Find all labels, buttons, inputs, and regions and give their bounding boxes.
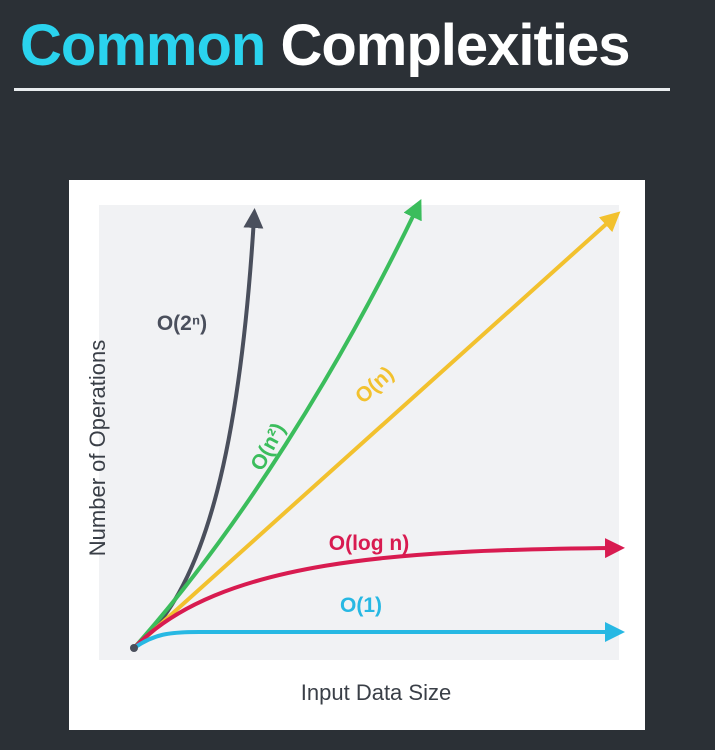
curve-exponential	[132, 208, 264, 650]
curve-logarithmic	[132, 538, 625, 650]
curve-constant	[132, 622, 625, 650]
y-axis-label: Number of Operations	[85, 340, 110, 556]
origin-point	[130, 644, 138, 652]
series-label-constant: O(1)	[340, 594, 382, 617]
series-label-exponential: O(2ⁿ)	[157, 312, 207, 335]
curves-group	[130, 198, 625, 652]
curve-quadratic	[132, 198, 422, 650]
complexity-chart: O(2ⁿ)O(n²)O(n)O(log n)O(1) Input Data Si…	[85, 198, 625, 705]
chart-card: O(2ⁿ) O(n²) O(n) O(log n) O(1) Input Data Si…	[69, 180, 645, 730]
curve-linear	[132, 211, 621, 650]
title-rest-words: Complexities	[280, 13, 630, 78]
title-underline	[14, 88, 670, 91]
plot-area	[99, 205, 619, 660]
title-accent-word: Common	[20, 13, 266, 78]
slide-title: Common Complexities	[20, 6, 630, 86]
x-axis-label: Input Data Size	[301, 680, 451, 705]
series-label-logarithmic: O(log n)	[329, 532, 409, 555]
